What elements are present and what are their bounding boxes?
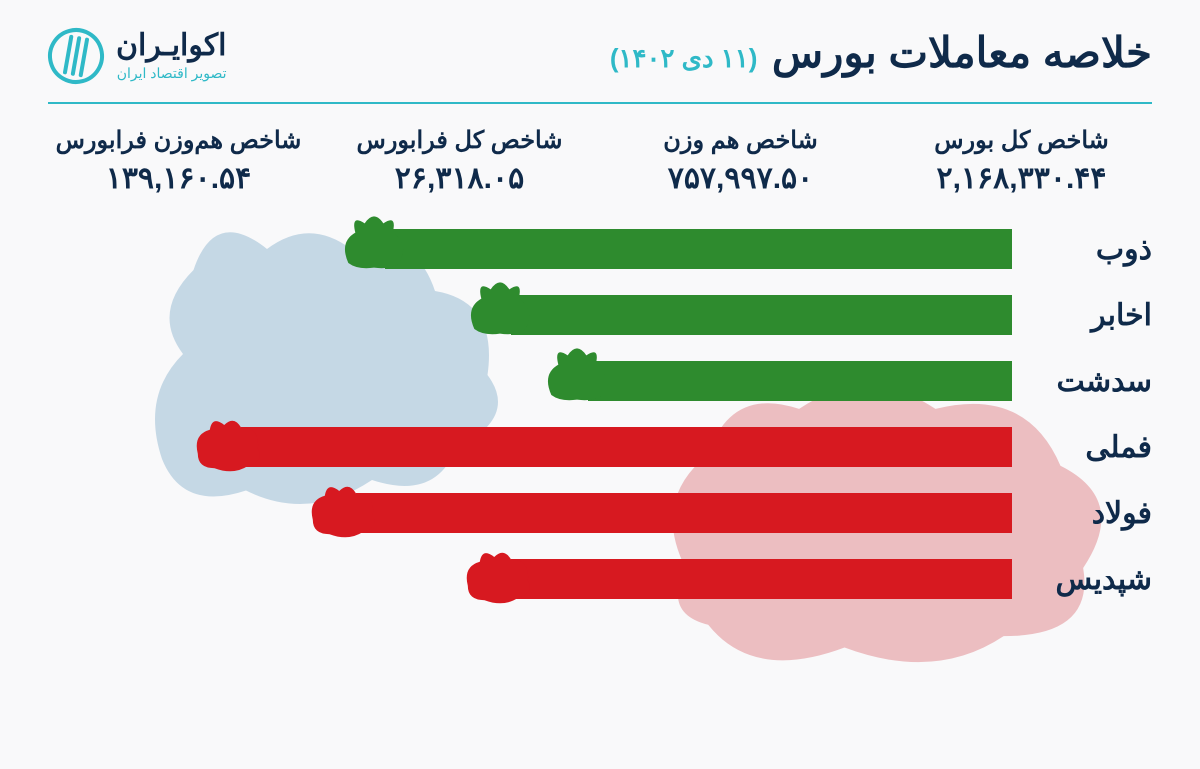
bear-icon: [193, 413, 265, 473]
page-date: (۱۱ دی ۱۴۰۲): [610, 43, 758, 73]
index-value: ۱۳۹,۱۶۰.۵۴: [48, 161, 309, 196]
bear-icon: [463, 545, 535, 605]
bar-label: سدشت: [1012, 364, 1152, 399]
bar-label: فملی: [1012, 430, 1152, 465]
chart-area: ذوب اخابر سدشت: [0, 206, 1200, 642]
index-value: ۷۵۷,۹۹۷.۵۰: [610, 161, 871, 196]
brand-logo: اکوایـران تصویر اقتصاد ایران: [48, 28, 227, 84]
index-item: شاخص هم‌وزن فرابورس ۱۳۹,۱۶۰.۵۴: [48, 126, 309, 196]
loser-bar: [356, 493, 1012, 533]
bar-row: سدشت: [48, 348, 1152, 414]
header: خلاصه معاملات بورس (۱۱ دی ۱۴۰۲) اکوایـرا…: [0, 0, 1200, 102]
page-title: خلاصه معاملات بورس: [772, 29, 1152, 76]
bear-icon: [308, 479, 380, 539]
loser-bar: [241, 427, 1012, 467]
bar-label: فولاد: [1012, 496, 1152, 531]
bar-row: شپدیس: [48, 546, 1152, 612]
bar-row: فملی: [48, 414, 1152, 480]
index-label: شاخص کل بورس: [891, 126, 1152, 155]
bull-icon: [339, 207, 409, 277]
title-block: خلاصه معاملات بورس (۱۱ دی ۱۴۰۲): [610, 28, 1152, 77]
bull-icon: [465, 273, 535, 343]
index-label: شاخص کل فرابورس: [329, 126, 590, 155]
gainer-bar: [511, 295, 1012, 335]
index-label: شاخص هم وزن: [610, 126, 871, 155]
bar-row: فولاد: [48, 480, 1152, 546]
bar-row: ذوب: [48, 216, 1152, 282]
loser-bar: [511, 559, 1012, 599]
logo-name: اکوایـران: [116, 31, 227, 61]
index-item: شاخص کل فرابورس ۲۶,۳۱۸.۰۵: [329, 126, 590, 196]
indices-row: شاخص کل بورس ۲,۱۶۸,۳۳۰.۴۴ شاخص هم وزن ۷۵…: [0, 104, 1200, 206]
logo-tagline: تصویر اقتصاد ایران: [116, 65, 227, 82]
index-value: ۲۶,۳۱۸.۰۵: [329, 161, 590, 196]
gainer-bar: [385, 229, 1012, 269]
bull-icon: [542, 339, 612, 409]
bar-label: ذوب: [1012, 232, 1152, 267]
index-label: شاخص هم‌وزن فرابورس: [48, 126, 309, 155]
gainer-bar: [588, 361, 1012, 401]
index-value: ۲,۱۶۸,۳۳۰.۴۴: [891, 161, 1152, 196]
index-item: شاخص کل بورس ۲,۱۶۸,۳۳۰.۴۴: [891, 126, 1152, 196]
logo-mark-icon: [42, 22, 111, 91]
bar-label: اخابر: [1012, 298, 1152, 333]
index-item: شاخص هم وزن ۷۵۷,۹۹۷.۵۰: [610, 126, 871, 196]
bar-label: شپدیس: [1012, 562, 1152, 597]
